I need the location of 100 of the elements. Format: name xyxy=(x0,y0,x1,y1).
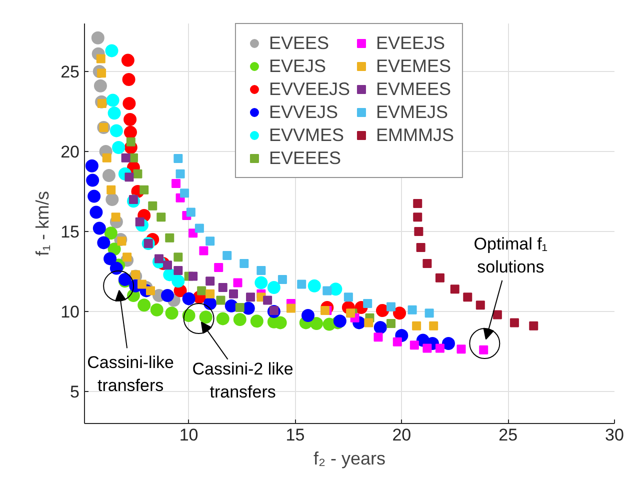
point xyxy=(90,206,103,219)
point xyxy=(122,97,136,110)
y-tick-label: 20 xyxy=(60,142,80,162)
point xyxy=(364,318,374,328)
point xyxy=(386,319,396,328)
y-tick-label: 25 xyxy=(60,62,80,82)
point xyxy=(165,233,174,242)
point xyxy=(413,212,422,222)
y-tick-label: 15 xyxy=(60,222,80,242)
point xyxy=(138,298,151,312)
legend-label: EVMEES xyxy=(376,78,452,100)
point xyxy=(222,251,232,260)
point xyxy=(124,126,137,139)
x-tick-label: 30 xyxy=(605,426,624,444)
point xyxy=(256,266,266,276)
point xyxy=(278,275,287,284)
point xyxy=(126,137,136,146)
point xyxy=(172,179,181,188)
point xyxy=(374,332,383,342)
y-tick-label: 5 xyxy=(70,382,80,402)
point xyxy=(322,286,332,296)
point xyxy=(450,284,460,294)
point xyxy=(110,262,123,275)
point xyxy=(479,345,488,354)
point xyxy=(408,305,417,314)
point xyxy=(492,310,502,320)
point xyxy=(463,292,472,302)
point xyxy=(121,54,134,67)
point xyxy=(112,141,126,154)
point xyxy=(214,263,224,272)
y-tick-label: 10 xyxy=(60,302,80,322)
point xyxy=(344,292,353,302)
point xyxy=(85,159,98,172)
point xyxy=(392,337,402,346)
point xyxy=(197,286,206,296)
point xyxy=(110,124,123,138)
legend-label: EVVEJS xyxy=(268,101,338,123)
legend-label: EVVEEJS xyxy=(268,78,350,100)
point xyxy=(108,106,121,120)
point xyxy=(188,272,198,281)
point xyxy=(233,313,246,326)
annotation: Optimal f₁ solutions xyxy=(474,234,548,276)
point xyxy=(414,227,424,236)
x-tick-label: 25 xyxy=(498,426,518,444)
point xyxy=(104,252,117,266)
point xyxy=(476,300,485,310)
point xyxy=(442,337,455,350)
x-tick-label: 10 xyxy=(179,426,198,444)
point xyxy=(146,286,155,296)
x-axis-title: f₂ - years xyxy=(314,448,386,468)
point xyxy=(186,208,196,217)
point xyxy=(250,314,264,328)
point xyxy=(374,321,387,334)
point xyxy=(137,280,146,289)
point xyxy=(86,174,100,187)
point xyxy=(106,185,116,194)
point xyxy=(386,302,396,312)
point xyxy=(422,259,432,268)
legend-label: EVEJS xyxy=(268,55,326,77)
point xyxy=(182,309,196,322)
point xyxy=(376,304,389,318)
point xyxy=(165,306,178,320)
point xyxy=(235,303,244,312)
point xyxy=(102,153,112,162)
point xyxy=(124,113,137,126)
point xyxy=(429,321,438,330)
y-axis-title: f₁ - km/s xyxy=(32,190,53,256)
point xyxy=(148,201,158,210)
point xyxy=(267,281,280,294)
point xyxy=(106,193,119,206)
point xyxy=(194,224,204,233)
point xyxy=(102,169,116,182)
legend-label: EVEEES xyxy=(268,147,342,169)
legend-label: EVEEJS xyxy=(376,32,446,54)
point xyxy=(233,278,242,288)
point xyxy=(96,54,106,64)
point xyxy=(263,296,272,305)
point xyxy=(88,190,101,203)
point xyxy=(206,276,215,286)
x-tick-label: 15 xyxy=(286,426,305,444)
point xyxy=(412,321,422,330)
point xyxy=(310,317,324,330)
point xyxy=(106,94,120,107)
point xyxy=(156,212,166,222)
legend-label: EVEMES xyxy=(376,55,452,77)
point xyxy=(104,226,118,240)
point xyxy=(363,299,372,308)
legend-label: EMMMJS xyxy=(376,124,454,146)
point xyxy=(228,289,238,298)
x-tick-label: 20 xyxy=(392,426,412,444)
point xyxy=(301,309,314,322)
point xyxy=(91,31,104,44)
point xyxy=(161,289,174,302)
point xyxy=(529,321,538,330)
point xyxy=(240,259,249,268)
point xyxy=(410,340,419,350)
point xyxy=(435,273,444,282)
point xyxy=(111,212,120,222)
annotation: Cassini-like transfers xyxy=(87,353,174,395)
point xyxy=(199,310,212,324)
